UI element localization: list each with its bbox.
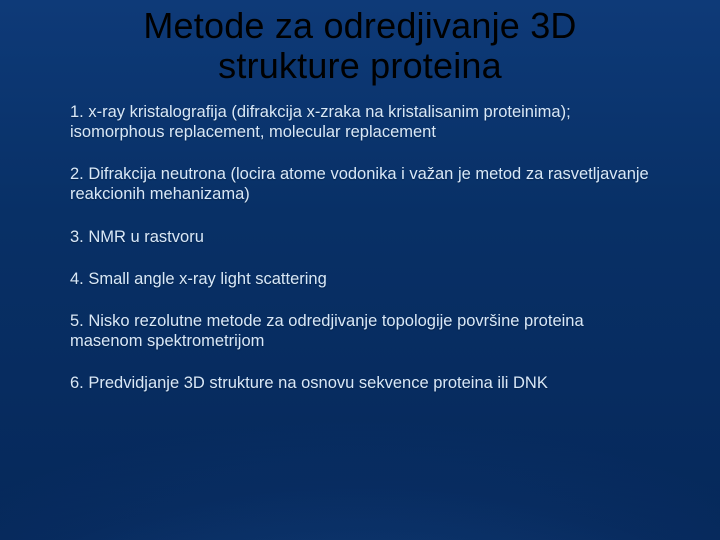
list-item: 3. NMR u rastvoru xyxy=(70,227,660,247)
list-item: 2. Difrakcija neutrona (locira atome vod… xyxy=(70,164,660,204)
title-line-1: Metode za odredjivanje 3D xyxy=(143,5,576,46)
list-item: 6. Predvidjanje 3D strukture na osnovu s… xyxy=(70,373,660,393)
list-item: 4. Small angle x-ray light scattering xyxy=(70,269,660,289)
title-line-2: strukture proteina xyxy=(218,45,502,86)
slide: Metode za odredjivanje 3D strukture prot… xyxy=(0,0,720,540)
slide-body: 1. x-ray kristalografija (difrakcija x-z… xyxy=(70,102,660,415)
slide-title: Metode za odredjivanje 3D strukture prot… xyxy=(0,6,720,87)
list-item: 1. x-ray kristalografija (difrakcija x-z… xyxy=(70,102,660,142)
list-item: 5. Nisko rezolutne metode za odredjivanj… xyxy=(70,311,660,351)
